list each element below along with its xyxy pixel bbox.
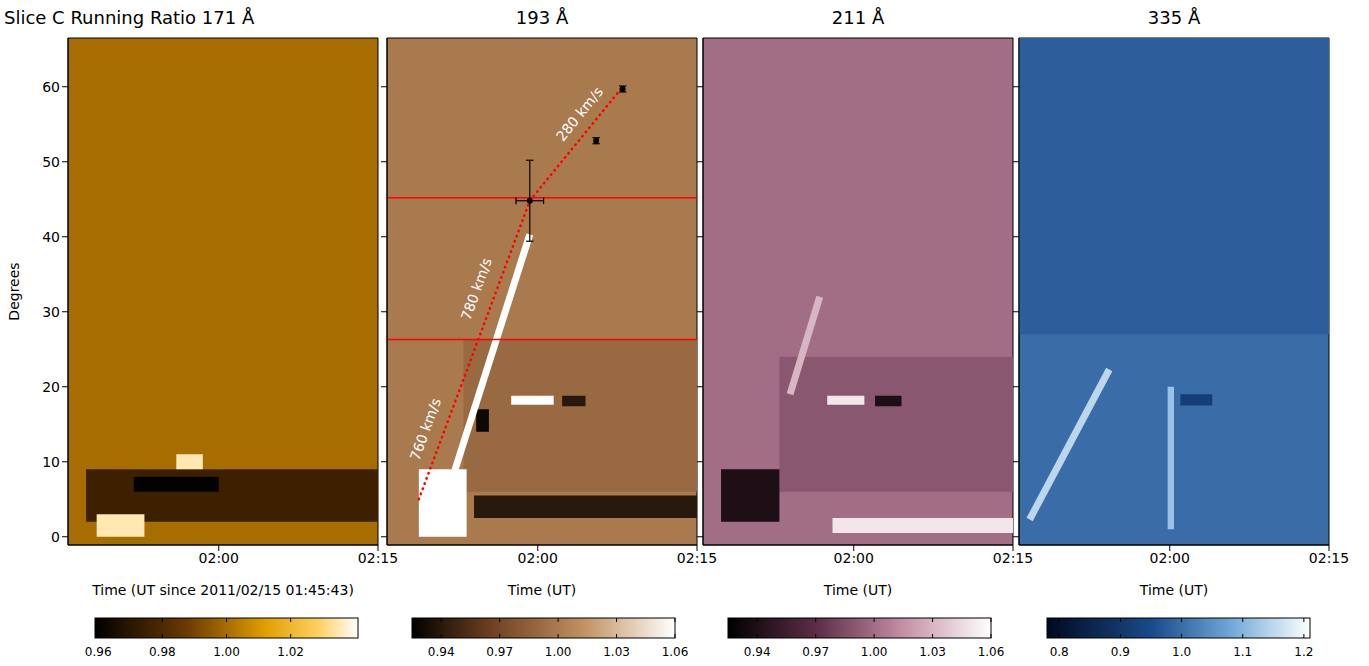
svg-text:1.02: 1.02 bbox=[277, 645, 304, 659]
svg-text:02:00: 02:00 bbox=[1150, 550, 1190, 566]
svg-text:1.00: 1.00 bbox=[545, 645, 572, 659]
svg-text:0.97: 0.97 bbox=[802, 645, 829, 659]
svg-text:02:15: 02:15 bbox=[358, 550, 398, 566]
svg-text:60: 60 bbox=[42, 79, 60, 95]
svg-text:1.2: 1.2 bbox=[1294, 645, 1313, 659]
svg-text:1.06: 1.06 bbox=[978, 645, 1005, 659]
svg-text:30: 30 bbox=[42, 304, 60, 320]
svg-text:Time (UT): Time (UT) bbox=[1139, 582, 1208, 598]
svg-text:0.8: 0.8 bbox=[1050, 645, 1069, 659]
svg-text:10: 10 bbox=[42, 454, 60, 470]
svg-text:280 km/s: 280 km/s bbox=[553, 84, 606, 145]
html-text:211 Å: 211 Å bbox=[831, 7, 885, 28]
svg-text:Time (UT): Time (UT) bbox=[507, 582, 576, 598]
svg-text:760 km/s: 760 km/s bbox=[407, 396, 444, 462]
svg-text:0.96: 0.96 bbox=[85, 645, 112, 659]
svg-text:0.94: 0.94 bbox=[744, 645, 771, 659]
svg-text:40: 40 bbox=[42, 229, 60, 245]
svg-text:1.1: 1.1 bbox=[1233, 645, 1252, 659]
svg-text:0: 0 bbox=[51, 529, 60, 545]
svg-text:Degrees: Degrees bbox=[6, 262, 22, 320]
html-text:193 Å: 193 Å bbox=[515, 7, 569, 28]
svg-text:1.03: 1.03 bbox=[919, 645, 946, 659]
svg-text:02:15: 02:15 bbox=[677, 550, 717, 566]
svg-text:Time (UT): Time (UT) bbox=[823, 582, 892, 598]
html-text:Slice C Running Ratio 171 Å: Slice C Running Ratio 171 Å bbox=[4, 7, 255, 28]
svg-text:20: 20 bbox=[42, 379, 60, 395]
svg-text:1.0: 1.0 bbox=[1172, 645, 1191, 659]
svg-text:0.94: 0.94 bbox=[428, 645, 455, 659]
svg-text:Time (UT since 2011/02/15 01:4: Time (UT since 2011/02/15 01:45:43) bbox=[91, 582, 354, 598]
svg-text:02:00: 02:00 bbox=[518, 550, 558, 566]
svg-text:1.06: 1.06 bbox=[662, 645, 689, 659]
svg-text:02:15: 02:15 bbox=[993, 550, 1033, 566]
svg-text:02:15: 02:15 bbox=[1309, 550, 1349, 566]
svg-text:1.00: 1.00 bbox=[213, 645, 240, 659]
svg-text:1.03: 1.03 bbox=[603, 645, 630, 659]
svg-text:1.00: 1.00 bbox=[861, 645, 888, 659]
svg-text:0.9: 0.9 bbox=[1111, 645, 1130, 659]
svg-text:780 km/s: 780 km/s bbox=[458, 256, 495, 322]
svg-text:02:00: 02:00 bbox=[199, 550, 239, 566]
svg-text:02:00: 02:00 bbox=[834, 550, 874, 566]
svg-text:0.98: 0.98 bbox=[149, 645, 176, 659]
svg-text:50: 50 bbox=[42, 154, 60, 170]
svg-text:0.97: 0.97 bbox=[486, 645, 513, 659]
html-text:335 Å: 335 Å bbox=[1147, 7, 1201, 28]
